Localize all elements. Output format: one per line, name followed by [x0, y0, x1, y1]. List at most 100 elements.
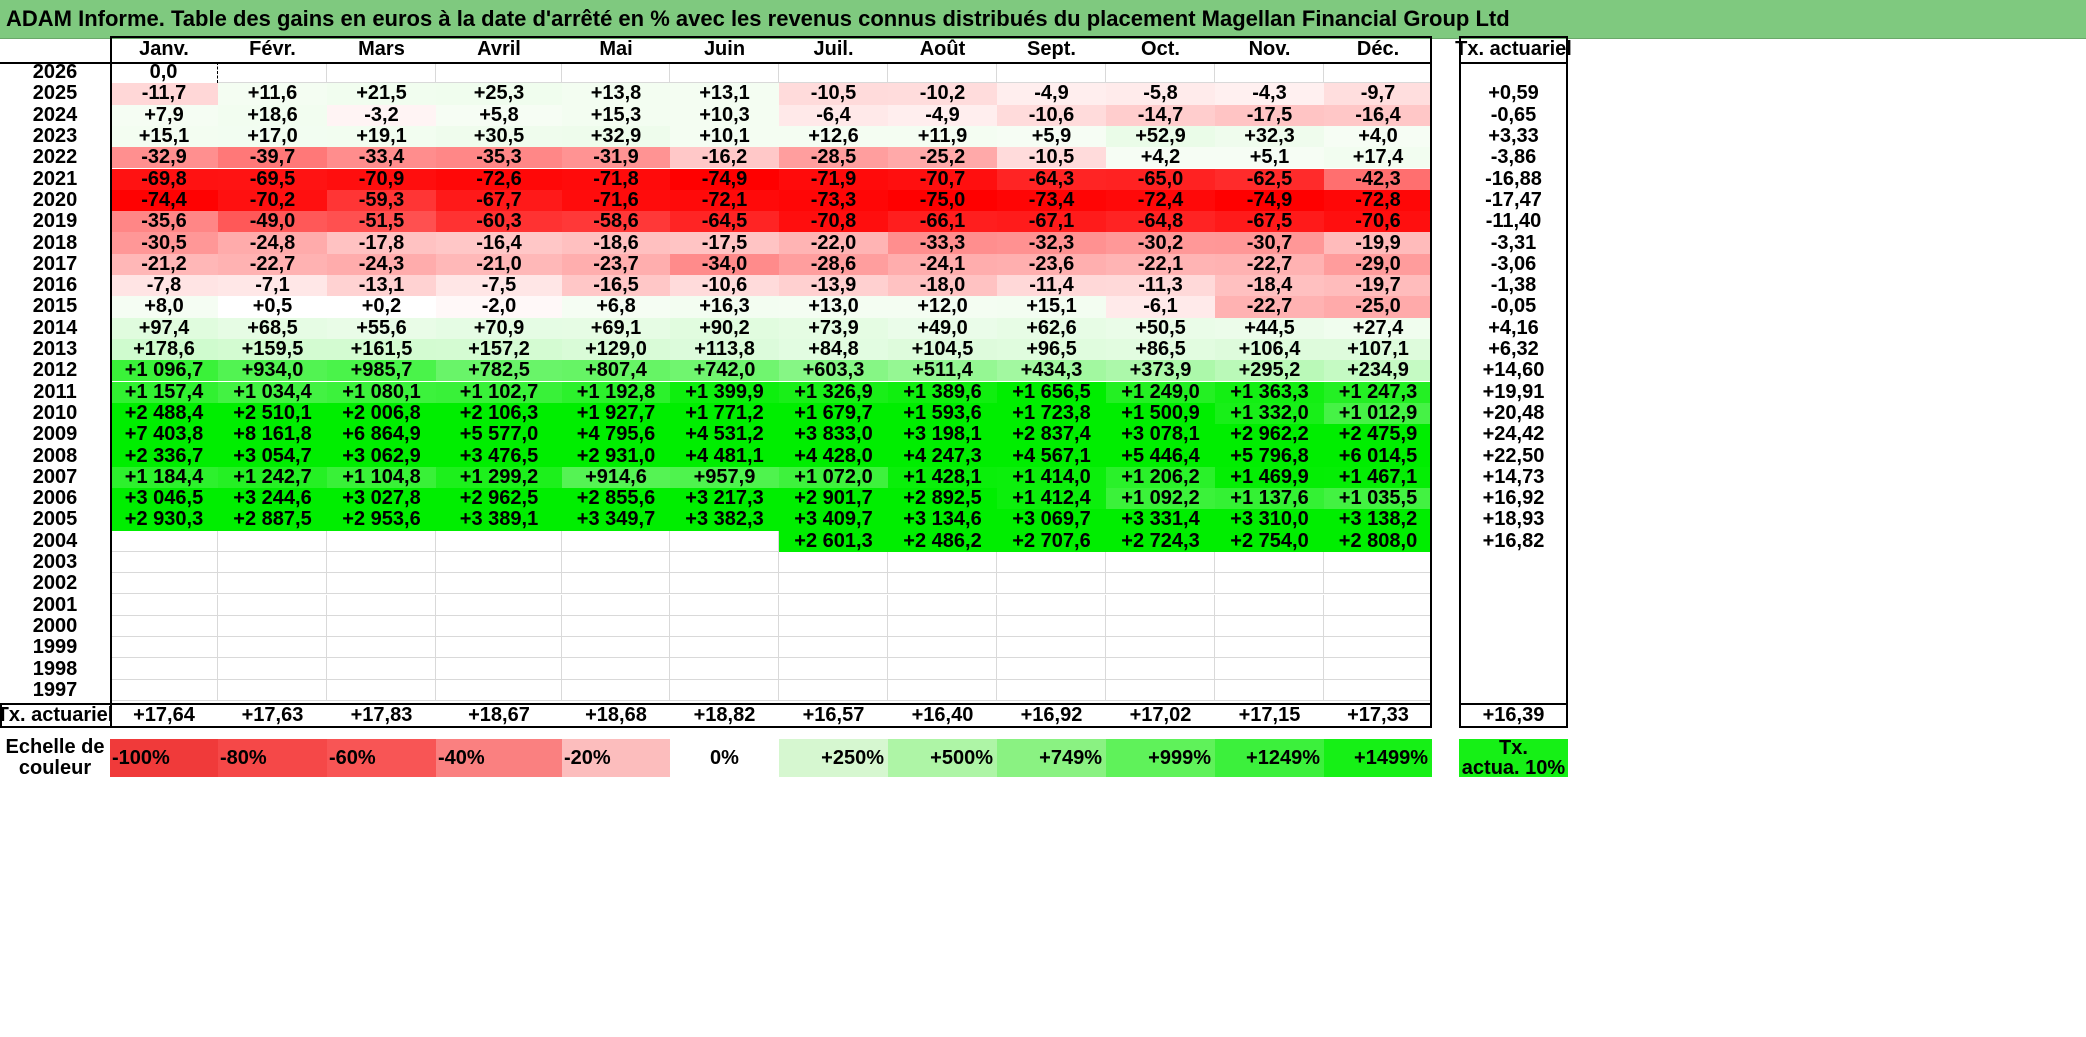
empty-cell	[779, 637, 888, 659]
value-cell: -18,0	[888, 274, 997, 297]
value-cell: +3 054,7	[218, 445, 327, 467]
empty-cell	[436, 658, 562, 680]
value-cell: -16,4	[1324, 104, 1432, 126]
value-cell: -21,0	[436, 253, 562, 275]
year-label: 2021	[32, 167, 78, 190]
rate-cell: +16,92	[1482, 487, 1545, 510]
year-label: 2010	[32, 401, 78, 424]
value-cell: +1 035,5	[1324, 487, 1432, 510]
value-cell: +1 242,7	[218, 466, 327, 488]
scale-target-line2: actua. 10%	[1461, 757, 1566, 779]
value-cell: -70,2	[218, 189, 327, 212]
value-cell: -35,3	[436, 146, 562, 169]
value-cell: -66,1	[888, 210, 997, 233]
footer-label: Tx. actuariel	[0, 704, 114, 726]
value-cell: +2 953,6	[327, 508, 436, 531]
value-cell: -67,7	[436, 189, 562, 212]
empty-cell	[1324, 551, 1432, 574]
value-cell: +106,4	[1215, 338, 1324, 361]
value-cell: -73,4	[997, 189, 1106, 212]
empty-cell	[670, 658, 779, 680]
value-cell: -59,3	[327, 189, 436, 212]
empty-cell	[779, 62, 888, 84]
empty-cell	[110, 573, 218, 595]
empty-cell	[110, 637, 218, 659]
value-cell: +68,5	[218, 317, 327, 339]
value-cell: +69,1	[562, 317, 670, 339]
value-cell: +4 428,0	[779, 445, 888, 467]
value-cell: +15,1	[110, 125, 218, 148]
year-label: 2000	[32, 614, 78, 637]
value-cell: +4,0	[1324, 125, 1432, 148]
month-header: Oct.	[1141, 37, 1180, 60]
value-cell: -17,8	[327, 232, 436, 254]
value-cell: -13,1	[327, 274, 436, 297]
month-header: Août	[919, 37, 966, 60]
value-cell: +5,9	[997, 125, 1106, 148]
rate-cell: +20,48	[1482, 401, 1545, 424]
value-cell: +914,6	[562, 466, 670, 488]
rate-cell: +4,16	[1488, 316, 1539, 339]
value-cell: -72,4	[1106, 189, 1215, 212]
value-cell: -69,5	[218, 168, 327, 190]
value-cell: +3 138,2	[1324, 508, 1432, 531]
empty-cell	[888, 594, 997, 616]
year-label: 2022	[32, 146, 78, 169]
value-cell: +15,1	[997, 295, 1106, 318]
year-label: 2003	[32, 551, 78, 574]
scale-swatch: -20%	[562, 739, 670, 777]
empty-cell	[436, 530, 562, 552]
value-cell: +4 531,2	[670, 423, 779, 446]
year-label: 2014	[32, 316, 78, 339]
value-cell: +86,5	[1106, 338, 1215, 361]
value-cell: +2 887,5	[218, 508, 327, 531]
value-cell: +1 771,2	[670, 402, 779, 425]
value-cell: +104,5	[888, 338, 997, 361]
empty-cell	[327, 637, 436, 659]
empty-cell	[1106, 615, 1215, 638]
value-cell: +1 247,3	[1324, 381, 1432, 403]
value-cell: -42,3	[1324, 168, 1432, 190]
empty-cell	[1106, 637, 1215, 659]
value-cell: +5 577,0	[436, 423, 562, 446]
year-label: 2013	[32, 338, 78, 361]
year-label: 1997	[32, 678, 78, 701]
value-cell: +3 382,3	[670, 508, 779, 531]
footer-rate: +17,83	[350, 704, 413, 726]
value-cell: -62,5	[1215, 168, 1324, 190]
value-cell: -67,1	[997, 210, 1106, 233]
value-cell: +52,9	[1106, 125, 1215, 148]
month-header: Mars	[358, 37, 405, 60]
value-cell: +1 096,7	[110, 359, 218, 382]
value-cell: -74,9	[670, 168, 779, 190]
empty-cell	[1324, 594, 1432, 616]
value-cell: +4 247,3	[888, 445, 997, 467]
value-cell: -70,7	[888, 168, 997, 190]
value-cell: +7,9	[110, 104, 218, 126]
empty-cell	[1106, 594, 1215, 616]
value-cell: +1 034,4	[218, 381, 327, 403]
value-cell: +1 249,0	[1106, 381, 1215, 403]
year-label: 1999	[32, 636, 78, 659]
value-cell: +1 414,0	[997, 466, 1106, 488]
value-cell: -17,5	[1215, 104, 1324, 126]
empty-cell	[1215, 62, 1324, 84]
scale-swatch: -40%	[436, 739, 562, 777]
footer-rate: +17,64	[133, 704, 195, 726]
value-cell: +12,6	[779, 125, 888, 148]
value-cell: +295,2	[1215, 359, 1324, 382]
value-cell: -7,8	[110, 274, 218, 297]
footer-rate: +17,63	[241, 704, 304, 726]
year-label: 2024	[32, 103, 78, 126]
value-cell: +84,8	[779, 338, 888, 361]
value-cell: +2 601,3	[779, 530, 888, 552]
rate-cell: -0,05	[1490, 295, 1537, 318]
empty-cell	[562, 551, 670, 574]
empty-cell	[779, 615, 888, 638]
rate-cell: +14,60	[1482, 359, 1545, 382]
value-cell: +90,2	[670, 317, 779, 339]
value-cell: -29,0	[1324, 253, 1432, 275]
value-cell: +50,5	[1106, 317, 1215, 339]
year-label: 2023	[32, 125, 78, 148]
value-cell: -24,3	[327, 253, 436, 275]
